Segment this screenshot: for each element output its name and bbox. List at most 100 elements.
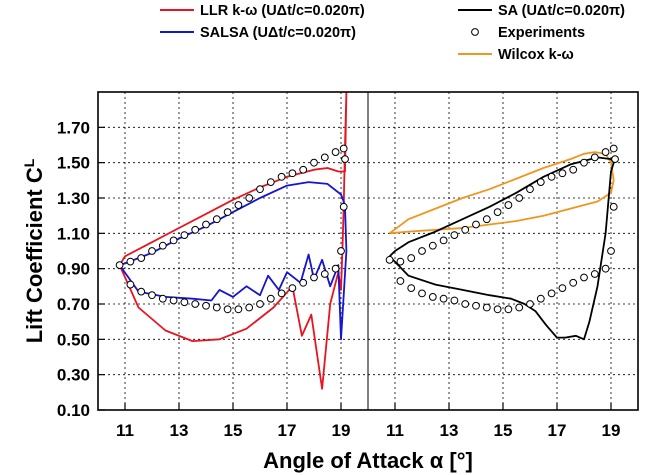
experiment-point (158, 294, 167, 303)
experiment-point (320, 270, 329, 278)
y-axis-label-group: Lift Coefficient CL (21, 158, 47, 343)
experiment-point (331, 148, 340, 156)
experiment-point (590, 270, 599, 278)
legend-label-wilcox: Wilcox k-ω (498, 47, 574, 63)
experiment-point (245, 194, 254, 202)
experiment-point (234, 305, 243, 314)
experiment-point (607, 247, 615, 255)
experiment-point (191, 225, 200, 234)
experiment-point (601, 148, 610, 156)
experiment-point (339, 144, 348, 153)
legend: LLR k-ω (UΔt/c=0.020π) SALSA (UΔt/c=0.020… (160, 3, 625, 63)
experiment-point (223, 305, 232, 314)
legend-label-experiments: Experiments (498, 25, 585, 41)
experiment-point (310, 158, 318, 167)
experiment-point (439, 294, 448, 303)
experiment-point (277, 172, 286, 181)
svg-text:Lift Coefficient CL: Lift Coefficient CL (21, 158, 47, 343)
experiment-point (547, 172, 556, 181)
y-tick-label: 0.30 (57, 366, 90, 385)
experiment-point (580, 158, 588, 167)
experiment-point (493, 305, 502, 314)
experiment-point (536, 294, 545, 303)
experiment-point (341, 155, 349, 164)
legend-label-salsa: SALSA (UΔt/c=0.020π) (200, 25, 356, 41)
experiment-point (407, 254, 416, 262)
y-tick-label: 1.10 (57, 224, 90, 243)
experiment-point (526, 300, 534, 308)
series-layer (115, 92, 619, 390)
experiment-point (450, 231, 459, 240)
experiment-point (180, 298, 189, 307)
legend-marker-experiments (471, 28, 479, 36)
y-tick-label: 0.50 (57, 330, 90, 349)
x-tick-label: 19 (602, 421, 621, 440)
experiment-point (137, 254, 146, 262)
experiment-point (609, 144, 618, 153)
experiment-point (337, 247, 345, 255)
x-tick-label: 11 (116, 421, 134, 440)
experiment-point (148, 247, 156, 255)
experiment-point (385, 255, 394, 264)
experiment-point (223, 208, 232, 217)
experiment-point (580, 273, 588, 282)
experiment-point (482, 215, 491, 224)
legend-label-sa: SA (UΔt/c=0.020π) (498, 3, 625, 19)
experiment-point (266, 178, 275, 187)
experiment-point (299, 278, 308, 287)
experiment-point (472, 220, 480, 229)
y-tick-label: 0.10 (57, 401, 90, 420)
x-tick-label: 17 (278, 421, 297, 440)
experiment-point (536, 178, 545, 187)
experiment-point (472, 301, 480, 310)
experiment-point (611, 155, 619, 164)
experiment-point (493, 208, 502, 217)
experiment-point (115, 261, 124, 270)
y-tick-label: 1.30 (57, 189, 90, 208)
experiment-point (590, 153, 599, 162)
experiment-point (396, 257, 405, 266)
series-line-llr (118, 92, 348, 390)
x-tick-label: 17 (548, 421, 567, 440)
x-tick-label: 11 (386, 421, 404, 440)
axis-ticks: 0.10 0.30 0.50 0.70 0.90 1.10 1.30 1.50 1.70 11 13… (57, 118, 621, 440)
experiment-point (331, 264, 340, 273)
experiment-point (504, 201, 513, 209)
experiment-point (609, 202, 618, 211)
experiment-point (310, 273, 318, 282)
experiment-point (569, 165, 578, 174)
x-tick-label: 13 (440, 421, 459, 440)
y-tick-label: 1.50 (57, 154, 90, 173)
experiment-point (407, 284, 416, 293)
panel-1 (115, 92, 349, 390)
experiment-point (256, 300, 264, 308)
experiment-point (288, 284, 297, 293)
experiment-point (515, 303, 524, 312)
experiment-point (558, 284, 567, 293)
series-line-salsa (118, 181, 348, 341)
experiment-point (526, 185, 534, 194)
experiment-point (418, 289, 426, 298)
x-tick-label: 15 (224, 421, 243, 440)
y-axis-label-subscript: L (21, 158, 37, 167)
experiment-point (191, 300, 200, 308)
experiment-point (428, 241, 437, 250)
experiment-point (212, 303, 221, 312)
experiment-point (234, 201, 243, 209)
experiment-point (558, 169, 567, 178)
experiment-point (418, 247, 426, 255)
y-tick-label: 0.90 (57, 260, 90, 279)
experiment-point (256, 185, 264, 194)
experiment-point (169, 296, 178, 305)
x-axis-label: Angle of Attack α [°] (263, 448, 473, 473)
y-axis-label: Lift Coefficient C (22, 167, 47, 343)
experiment-point (202, 220, 210, 229)
experiment-point (126, 280, 135, 289)
series-line-wilcox (389, 151, 615, 235)
y-tick-label: 1.70 (57, 118, 90, 137)
experiment-point (428, 293, 437, 301)
experiment-point (461, 225, 470, 234)
experiment-point (202, 301, 210, 310)
